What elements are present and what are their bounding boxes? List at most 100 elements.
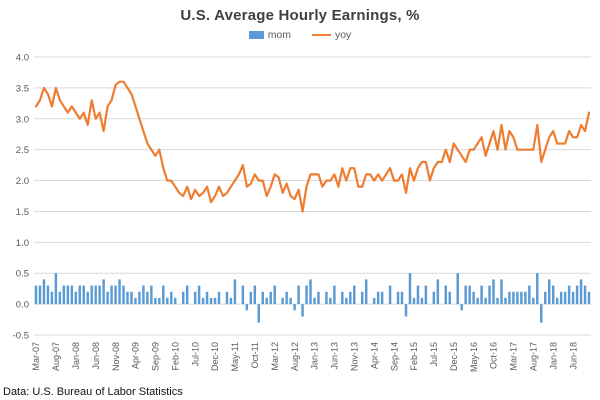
mom-bar[interactable] [496, 297, 499, 305]
mom-bar[interactable] [297, 285, 300, 305]
mom-bar[interactable] [345, 297, 348, 305]
mom-bar[interactable] [579, 279, 583, 305]
mom-bar[interactable] [420, 297, 424, 305]
mom-bar[interactable] [241, 285, 245, 305]
mom-bar[interactable] [504, 297, 507, 305]
mom-bar[interactable] [360, 291, 364, 305]
mom-bar[interactable] [162, 285, 165, 305]
mom-bar[interactable] [102, 279, 105, 305]
mom-bar[interactable] [313, 297, 316, 305]
mom-bar[interactable] [567, 285, 571, 305]
mom-bar[interactable] [50, 291, 54, 305]
mom-bar[interactable] [70, 285, 74, 305]
mom-bar[interactable] [225, 291, 229, 305]
mom-bar[interactable] [536, 273, 539, 305]
mom-bar[interactable] [197, 285, 201, 305]
mom-bar[interactable] [78, 285, 81, 305]
mom-bar[interactable] [372, 297, 376, 305]
mom-bar[interactable] [456, 273, 459, 305]
mom-bar[interactable] [118, 279, 121, 305]
mom-bar[interactable] [492, 279, 495, 305]
mom-bar[interactable] [261, 291, 265, 305]
mom-bar[interactable] [150, 285, 153, 305]
mom-bar[interactable] [86, 291, 89, 305]
mom-bar[interactable] [436, 279, 440, 305]
mom-bar[interactable] [559, 291, 563, 305]
mom-bar[interactable] [201, 297, 205, 305]
mom-bar[interactable] [66, 285, 70, 305]
mom-bar[interactable] [38, 285, 42, 305]
mom-bar[interactable] [488, 285, 491, 305]
mom-bar[interactable] [400, 291, 404, 305]
mom-bar[interactable] [301, 304, 304, 317]
mom-bar[interactable] [209, 297, 213, 305]
mom-bar[interactable] [229, 297, 233, 305]
mom-bar[interactable] [364, 279, 368, 305]
mom-bar[interactable] [281, 297, 284, 305]
mom-bar[interactable] [122, 285, 125, 305]
mom-bar[interactable] [217, 291, 221, 305]
mom-bar[interactable] [213, 297, 217, 305]
mom-bar[interactable] [257, 304, 261, 323]
mom-bar[interactable] [528, 285, 531, 305]
mom-bar[interactable] [508, 291, 511, 305]
mom-bar[interactable] [547, 279, 551, 305]
mom-bar[interactable] [416, 285, 420, 305]
mom-bar[interactable] [317, 291, 320, 305]
mom-bar[interactable] [500, 279, 503, 305]
mom-bar[interactable] [468, 285, 471, 305]
mom-bar[interactable] [158, 297, 161, 305]
mom-bar[interactable] [412, 297, 416, 305]
mom-bar[interactable] [380, 291, 384, 305]
mom-bar[interactable] [269, 291, 272, 305]
mom-bar[interactable] [460, 304, 463, 311]
mom-bar[interactable] [62, 285, 66, 305]
mom-bar[interactable] [106, 291, 109, 305]
mom-bar[interactable] [74, 291, 78, 305]
mom-bar[interactable] [464, 285, 467, 305]
mom-bar[interactable] [480, 285, 483, 305]
mom-bar[interactable] [82, 285, 85, 305]
mom-bar[interactable] [130, 291, 133, 305]
mom-bar[interactable] [142, 285, 145, 305]
mom-bar[interactable] [46, 285, 50, 305]
mom-bar[interactable] [512, 291, 515, 305]
legend-item-yoy[interactable]: yoy [311, 29, 351, 41]
mom-bar[interactable] [524, 291, 527, 305]
mom-bar[interactable] [325, 291, 328, 305]
mom-bar[interactable] [285, 291, 288, 305]
mom-bar[interactable] [181, 291, 185, 305]
mom-bar[interactable] [353, 285, 356, 305]
mom-bar[interactable] [404, 304, 408, 317]
mom-bar[interactable] [185, 285, 189, 305]
mom-bar[interactable] [388, 285, 392, 305]
mom-bar[interactable] [329, 297, 332, 305]
mom-bar[interactable] [146, 291, 149, 305]
mom-bar[interactable] [432, 291, 436, 305]
yoy-line[interactable] [34, 80, 591, 213]
mom-bar[interactable] [126, 291, 129, 305]
legend-item-mom[interactable]: mom [248, 29, 291, 41]
mom-bar[interactable] [110, 285, 113, 305]
mom-bar[interactable] [444, 285, 448, 305]
mom-bar[interactable] [253, 285, 257, 305]
mom-bar[interactable] [555, 297, 559, 305]
mom-bar[interactable] [154, 297, 157, 305]
mom-bar[interactable] [166, 297, 169, 305]
mom-bar[interactable] [544, 291, 547, 305]
mom-bar[interactable] [408, 273, 412, 305]
mom-bar[interactable] [193, 291, 197, 305]
mom-bar[interactable] [58, 291, 62, 305]
mom-bar[interactable] [476, 297, 479, 305]
mom-bar[interactable] [98, 285, 101, 305]
mom-bar[interactable] [205, 291, 209, 305]
mom-bar[interactable] [134, 297, 137, 305]
mom-bar[interactable] [249, 291, 253, 305]
mom-bar[interactable] [305, 285, 308, 305]
mom-bar[interactable] [174, 297, 177, 305]
mom-bar[interactable] [349, 291, 352, 305]
mom-bar[interactable] [54, 273, 58, 305]
mom-bar[interactable] [575, 285, 579, 305]
mom-bar[interactable] [341, 291, 344, 305]
mom-bar[interactable] [424, 285, 428, 305]
